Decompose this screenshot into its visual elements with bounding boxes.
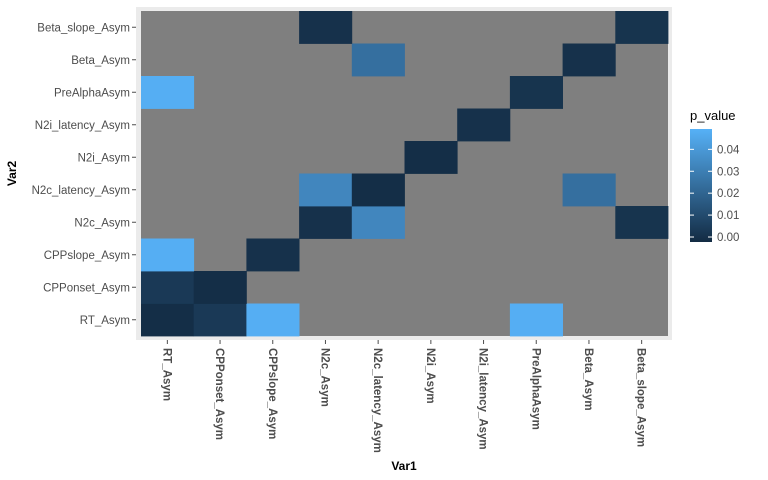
- heatmap-cell: [299, 11, 353, 44]
- heatmap-cell: [615, 11, 669, 44]
- x-tick-label: N2i_Asym: [424, 348, 436, 404]
- heatmap-cell: [404, 141, 458, 174]
- x-tick-label: CPPonset_Asym: [213, 348, 225, 440]
- legend-title: p_value: [690, 108, 736, 123]
- legend-tick-label: 0.04: [717, 144, 740, 156]
- x-tick-label: Beta_Asym: [582, 348, 594, 411]
- y-tick-label: CPPslope_Asym: [44, 250, 130, 262]
- legend-tick-label: 0.00: [717, 232, 739, 244]
- y-tick-label: Beta_slope_Asym: [37, 22, 130, 34]
- y-tick-label: N2c_latency_Asym: [32, 185, 130, 197]
- heatmap-cell: [193, 271, 247, 304]
- heatmap-cell: [351, 43, 405, 77]
- x-tick-label: N2c_latency_Asym: [371, 348, 383, 453]
- legend-ticks: 0.00 0.01 0.02 0.03 0.04: [690, 144, 740, 244]
- y-axis-title: Var2: [5, 160, 19, 186]
- x-tick-label: N2i_latency_Asym: [477, 348, 489, 450]
- heatmap-cell: [351, 173, 405, 207]
- legend-colorbar: [690, 129, 712, 242]
- x-tick-label: N2c_Asym: [318, 348, 330, 407]
- y-tick-label: N2c_Asym: [74, 217, 130, 229]
- legend-tick-label: 0.02: [717, 188, 739, 200]
- x-tick-label: PreAlphaAsym: [529, 348, 541, 430]
- heatmap-cell: [457, 108, 511, 142]
- y-tick-label: Beta_Asym: [71, 55, 130, 67]
- heatmap-cell: [351, 206, 405, 239]
- heatmap-cell: [299, 173, 353, 207]
- legend-tick-label: 0.01: [717, 210, 739, 222]
- heatmap-cell: [246, 238, 300, 272]
- heatmap-cells: [141, 11, 669, 337]
- y-tick-label: N2i_latency_Asym: [35, 120, 130, 132]
- heatmap-cell: [562, 43, 616, 77]
- heatmap-cell: [615, 206, 669, 239]
- y-tick-label: RT_Asym: [80, 315, 130, 327]
- heatmap-cell: [246, 303, 300, 337]
- heatmap-cell: [141, 303, 195, 337]
- heatmap-cell: [141, 271, 195, 304]
- heatmap-cell: [299, 206, 353, 239]
- x-axis-title: Var1: [391, 459, 417, 473]
- x-axis-ticks: RT_Asym CPPonset_Asym CPPslope_Asym N2c_Asy…: [160, 340, 647, 453]
- x-tick-label: Beta_slope_Asym: [635, 348, 647, 447]
- heatmap-cell: [193, 303, 247, 337]
- legend: p_value 0.00 0.01 0.02 0.03 0.04: [690, 108, 740, 244]
- y-tick-label: N2i_Asym: [78, 152, 130, 164]
- heatmap-cell: [509, 76, 563, 109]
- heatmap-cell: [141, 76, 195, 109]
- y-tick-label: PreAlphaAsym: [54, 87, 130, 99]
- y-tick-label: CPPonset_Asym: [43, 282, 130, 294]
- x-tick-label: RT_Asym: [160, 348, 172, 401]
- legend-tick-label: 0.03: [717, 166, 739, 178]
- x-tick-label: CPPslope_Asym: [266, 348, 278, 439]
- heatmap-cell: [141, 238, 195, 272]
- heatmap-cell: [562, 173, 616, 207]
- heatmap-cell: [509, 303, 563, 337]
- y-axis-ticks: RT_Asym CPPonset_Asym CPPslope_Asym N2c_Asy…: [32, 22, 136, 327]
